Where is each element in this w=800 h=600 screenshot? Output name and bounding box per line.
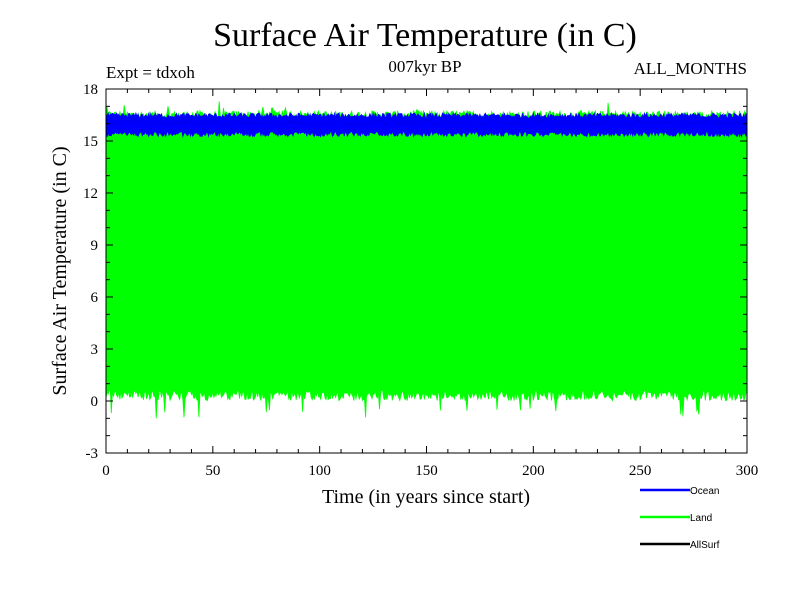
y-tick-label: 9 (91, 238, 99, 254)
y-tick-label: 3 (91, 342, 99, 358)
data-layer (105, 101, 748, 419)
x-tick-label: 0 (102, 463, 110, 479)
x-tick-label: 200 (522, 463, 545, 479)
legend: Ocean Land AllSurf (640, 486, 720, 551)
chart-title: Surface Air Temperature (in C) (213, 17, 637, 54)
x-tick-label: 50 (205, 463, 220, 479)
y-tick-label: 18 (83, 82, 98, 98)
y-tick-label: 6 (91, 290, 99, 306)
y-tick-label: 12 (83, 186, 98, 202)
y-tick-label: 15 (83, 134, 98, 150)
months-label: ALL_MONTHS (634, 59, 747, 78)
y-axis-label: Surface Air Temperature (in C) (49, 146, 71, 395)
x-tick-label: 150 (415, 463, 438, 479)
x-tick-label: 300 (736, 463, 759, 479)
x-tick-label: 100 (308, 463, 331, 479)
x-tick-label: 250 (629, 463, 652, 479)
experiment-label: Expt = tdxoh (106, 63, 195, 82)
legend-label-ocean: Ocean (690, 486, 719, 497)
period-label: 007kyr BP (388, 57, 461, 76)
x-axis-label: Time (in years since start) (322, 486, 530, 508)
y-tick-label: 0 (91, 394, 99, 410)
legend-label-allsurf: AllSurf (690, 540, 720, 551)
series-land (105, 101, 748, 419)
series-allsurf (105, 119, 748, 126)
legend-label-land: Land (690, 513, 712, 524)
y-tick-label: -3 (86, 446, 99, 462)
